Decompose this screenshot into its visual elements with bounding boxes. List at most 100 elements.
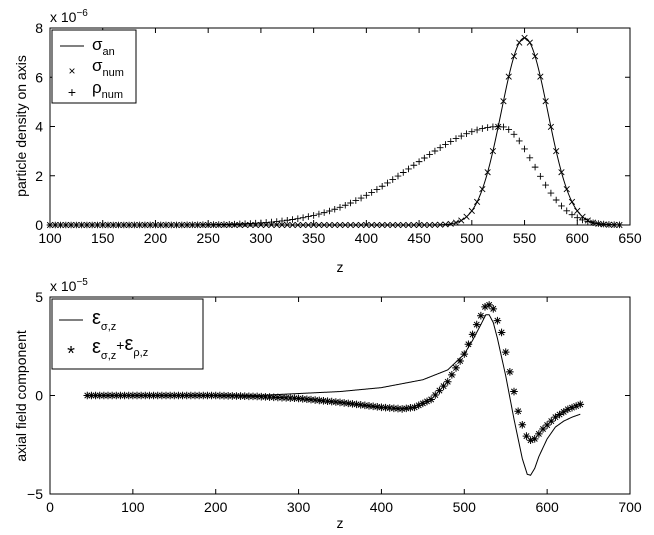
data-point-star: [303, 395, 311, 404]
data-point-plus: [431, 147, 439, 155]
chart2-legend-box: [51, 298, 204, 370]
data-point-plus: [410, 161, 418, 169]
x-tick-label: 600: [566, 230, 590, 246]
chart1-y-exponent: x 10−6: [50, 8, 88, 25]
data-point-star: [199, 391, 208, 400]
data-point-plus: [584, 218, 592, 225]
data-point-star: [344, 399, 353, 408]
data-point-plus: [273, 218, 281, 225]
data-point-star: [448, 371, 456, 379]
data-point-star: [298, 395, 307, 403]
data-point-plus: [452, 135, 460, 142]
data-point-star: [427, 395, 435, 404]
data-point-star: [373, 403, 382, 411]
data-point-star: [216, 391, 224, 400]
data-point-x: [526, 39, 533, 46]
legend-star-marker-symbol: *: [67, 343, 75, 365]
data-point-x: [563, 186, 570, 193]
data-point-star: [406, 404, 415, 412]
data-point-star: [572, 402, 580, 410]
data-point-star: [236, 392, 245, 400]
data-point-star: [166, 391, 174, 400]
data-point-x: [542, 98, 549, 105]
data-point-star: [307, 395, 315, 404]
chart-axial-field: 0 100 200 300 400 500 600 700 50−5 x 10−5 z axi…: [13, 277, 642, 531]
data-point-star: [481, 303, 489, 311]
data-point-plus: [515, 137, 523, 145]
data-point-star: [195, 391, 203, 400]
data-point-star: [91, 391, 100, 400]
data-point-star: [361, 401, 369, 410]
data-point-x: [452, 219, 460, 226]
data-point-x: [547, 123, 555, 130]
chart1-x-ticks: 100 150 200 250 300 350 400 450 500 550 600 650: [38, 28, 642, 246]
data-point-star: [489, 305, 498, 313]
data-point-plus: [299, 214, 307, 221]
legend-label-sigma-an: σan: [92, 35, 115, 58]
data-point-star: [510, 387, 518, 396]
data-point-star: [559, 408, 568, 416]
data-point-x: [500, 98, 507, 105]
data-point-star: [323, 397, 332, 406]
series-2: [46, 123, 623, 229]
data-point-plus: [368, 189, 375, 196]
data-point-plus: [363, 192, 370, 199]
data-point-star: [269, 393, 278, 402]
data-point-x: [479, 186, 486, 193]
data-point-star: [394, 404, 402, 413]
data-point-star: [530, 435, 539, 443]
y-tick-label: 0: [35, 217, 43, 233]
data-point-plus: [473, 126, 481, 134]
data-point-star: [336, 398, 344, 407]
data-point-x: [505, 73, 512, 80]
legend-plus-marker-symbol: +: [68, 84, 76, 100]
y-tick-label: 8: [35, 20, 43, 36]
data-point-plus: [278, 217, 286, 225]
y-tick-label: 6: [35, 69, 43, 85]
data-point-star: [439, 382, 448, 390]
data-point-star: [477, 311, 485, 320]
data-point-plus: [568, 211, 576, 218]
data-point-star: [319, 397, 328, 405]
data-point-plus: [447, 138, 455, 145]
data-point-plus: [463, 130, 470, 138]
data-point-x: [458, 217, 465, 224]
data-point-star: [431, 391, 440, 399]
data-point-star: [191, 391, 199, 400]
data-point-star: [435, 386, 444, 395]
x-tick-label: 300: [249, 230, 273, 246]
data-point-plus: [457, 132, 465, 140]
data-point-star: [162, 391, 170, 400]
data-point-plus: [505, 126, 513, 133]
data-point-star: [365, 402, 373, 410]
data-point-plus: [484, 124, 491, 131]
chart1-y-ticks: 0 2 4 6 8: [35, 20, 630, 233]
data-point-plus: [347, 199, 354, 207]
x-tick-label: 650: [618, 230, 642, 246]
x-tick-label: 0: [46, 499, 54, 515]
data-point-star: [170, 391, 179, 400]
data-point-plus: [289, 216, 296, 223]
chart1-x-axis-title: z: [337, 259, 344, 275]
data-point-star: [452, 364, 460, 372]
y-tick-label: 2: [35, 168, 43, 184]
data-point-plus: [595, 220, 602, 227]
chart2-legend: εσ,z * εσ,z+ερ,z: [51, 298, 204, 370]
data-point-star: [141, 391, 150, 400]
chart2-y-axis-title: axial field component: [13, 330, 29, 462]
data-point-plus: [357, 194, 365, 202]
data-point-star: [385, 404, 394, 412]
data-point-star: [414, 401, 423, 410]
data-point-star: [211, 391, 220, 400]
chart2-x-ticks: 0 100 200 300 400 500 600 700: [46, 297, 642, 515]
data-point-plus: [405, 165, 412, 173]
data-point-plus: [394, 172, 402, 180]
data-point-star: [116, 391, 125, 400]
data-point-star: [294, 394, 303, 403]
data-point-star: [187, 391, 195, 400]
data-point-star: [290, 394, 299, 403]
x-tick-label: 500: [453, 499, 477, 515]
data-point-x: [568, 198, 576, 206]
data-point-star: [443, 377, 452, 386]
